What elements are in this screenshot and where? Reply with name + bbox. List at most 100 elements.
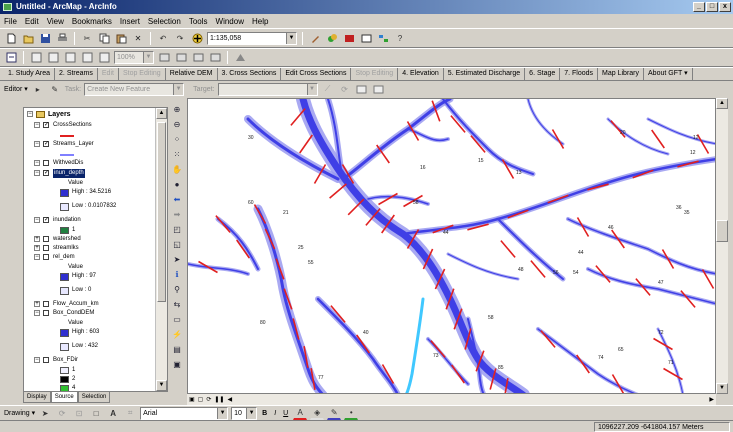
map-scale-combo[interactable]: 1:135,058 ▼ xyxy=(207,31,297,45)
zoom-whole-page-icon[interactable] xyxy=(63,51,77,64)
font-color-icon[interactable]: A xyxy=(293,407,308,420)
paste-icon[interactable] xyxy=(114,32,128,45)
data-driven-pages-icon[interactable] xyxy=(233,51,247,64)
fixed-zoom-in-icon[interactable]: ⁘ xyxy=(173,134,181,144)
underline-button[interactable]: U xyxy=(283,409,289,417)
collapse-icon[interactable]: − xyxy=(34,122,40,128)
zoom-out-page-icon[interactable] xyxy=(46,51,60,64)
zoom-100-icon[interactable] xyxy=(97,51,111,64)
delete-icon[interactable]: ✕ xyxy=(134,33,142,43)
menu-selection[interactable]: Selection xyxy=(147,16,181,26)
data-view-icon[interactable]: ▣ xyxy=(189,397,195,403)
pause-drawing-icon[interactable]: ❚❚ xyxy=(214,397,225,403)
gft-elevation-button[interactable]: 4. Elevation xyxy=(398,68,444,80)
collapse-icon[interactable]: − xyxy=(34,217,40,223)
layer-visibility-checkbox[interactable]: ✓ xyxy=(43,170,50,176)
layer-visibility-checkbox[interactable] xyxy=(43,245,49,251)
fill-color-icon[interactable]: ◈ xyxy=(310,407,325,420)
layer-visibility-checkbox[interactable] xyxy=(43,357,49,363)
menu-help[interactable]: Help xyxy=(251,16,269,26)
toc-scrollbar[interactable]: ▲ ▼ xyxy=(155,108,167,391)
select-elements-icon[interactable]: ➤ xyxy=(173,254,181,264)
font-size-combo[interactable]: 10 ▼ xyxy=(231,406,258,420)
pan-icon[interactable]: ✋ xyxy=(172,164,182,174)
rectangle-icon[interactable]: □ xyxy=(93,408,99,418)
redo-icon[interactable]: ↷ xyxy=(176,33,184,43)
attributes-icon[interactable] xyxy=(355,83,369,96)
expand-icon[interactable]: + xyxy=(34,301,40,307)
measure-icon[interactable]: ▭ xyxy=(173,314,181,324)
gft-about-menu[interactable]: About GFT ▾ xyxy=(644,68,693,80)
forward-extent-icon[interactable]: ➡ xyxy=(173,209,181,219)
clear-selection-icon[interactable]: ◱ xyxy=(173,239,181,249)
layout-extra-icon[interactable] xyxy=(208,51,222,64)
model-builder-icon[interactable] xyxy=(376,32,390,45)
find-icon[interactable]: ⚲ xyxy=(174,284,180,294)
save-icon[interactable] xyxy=(38,32,52,45)
rotate-tool-icon[interactable]: ⟳ xyxy=(341,84,348,94)
toc-layer-label[interactable]: watershed xyxy=(53,236,81,242)
maximize-button[interactable]: □ xyxy=(706,2,718,12)
layer-visibility-checkbox[interactable] xyxy=(43,310,49,316)
select-features-icon[interactable]: ◰ xyxy=(173,224,181,234)
map-display[interactable]: 30 21 60 25 16 15 12 13 20 54 48 56 44 36 44 47 46 35 77 55… xyxy=(187,98,716,394)
map-vertical-scrollbar[interactable]: ▲ ▼ xyxy=(716,98,728,394)
split-tool-icon[interactable]: ⟋ xyxy=(324,84,331,93)
whats-this-help-icon[interactable]: ? xyxy=(397,33,403,43)
print-icon[interactable] xyxy=(55,32,69,45)
gft-edit-button[interactable]: Edit xyxy=(98,68,119,80)
toc-scroll-thumb[interactable] xyxy=(157,122,166,302)
scroll-down-icon[interactable]: ▼ xyxy=(716,383,728,394)
minimize-button[interactable]: _ xyxy=(693,2,705,12)
gft-stage-button[interactable]: 6. Stage xyxy=(525,68,561,80)
toc-layer-label[interactable]: Box_CondDEM xyxy=(53,310,95,316)
menu-tools[interactable]: Tools xyxy=(188,16,208,26)
go-to-xy-icon[interactable]: ⇆ xyxy=(173,299,181,309)
add-data-icon[interactable] xyxy=(190,32,204,45)
focus-frame-icon[interactable] xyxy=(174,51,188,64)
toc-layer-label[interactable]: inundation xyxy=(53,217,81,223)
gft-cross-sections-button[interactable]: 3. Cross Sections xyxy=(218,68,282,80)
bold-button[interactable]: B xyxy=(262,409,268,417)
layer-visibility-checkbox[interactable] xyxy=(43,236,49,242)
rotate-icon[interactable]: ⟳ xyxy=(58,408,66,418)
collapse-icon[interactable]: − xyxy=(27,111,33,117)
undo-icon[interactable]: ↶ xyxy=(159,33,167,43)
arccatalog-icon[interactable] xyxy=(342,32,356,45)
toc-layer-label[interactable]: Flow_Accum_km xyxy=(53,301,99,307)
gft-relative-dem-button[interactable]: Relative DEM xyxy=(166,68,218,80)
menu-bookmarks[interactable]: Bookmarks xyxy=(71,16,112,26)
collapse-icon[interactable]: − xyxy=(34,170,40,176)
time-slider-icon[interactable]: ▣ xyxy=(173,359,181,369)
menu-edit[interactable]: Edit xyxy=(24,16,39,26)
map-scroll-thumb[interactable] xyxy=(716,220,728,242)
tab-display[interactable]: Display xyxy=(23,392,51,403)
new-text-icon[interactable]: A xyxy=(110,408,117,418)
gft-study-area-button[interactable]: 1. Study Area xyxy=(4,68,56,80)
scroll-up-icon[interactable]: ▲ xyxy=(156,108,167,119)
layout-view-icon[interactable]: ▢ xyxy=(197,397,204,403)
toggle-draft-icon[interactable] xyxy=(157,51,171,64)
collapse-icon[interactable]: − xyxy=(34,160,40,166)
layout-zoom-combo[interactable]: 100% ▼ xyxy=(114,51,154,64)
sketch-tool-icon[interactable]: ✎ xyxy=(51,84,59,94)
change-layout-icon[interactable] xyxy=(191,51,205,64)
zoom-to-selected-icon[interactable]: ⊡ xyxy=(75,408,83,418)
line-color-icon[interactable]: ✎ xyxy=(327,407,342,420)
collapse-icon[interactable]: − xyxy=(34,357,40,363)
collapse-icon[interactable]: − xyxy=(34,310,40,316)
toc-layer-label[interactable]: inun_depth xyxy=(53,169,85,178)
zoom-in-page-icon[interactable] xyxy=(29,51,43,64)
menu-file[interactable]: File xyxy=(4,16,17,26)
full-extent-icon[interactable]: ● xyxy=(174,179,180,189)
toc-layer-label[interactable]: rel_dem xyxy=(53,254,75,260)
hyperlink-icon[interactable]: ⚡ xyxy=(172,329,182,339)
open-folder-icon[interactable] xyxy=(21,32,35,45)
toc-layer-label[interactable]: CrossSections xyxy=(53,122,92,128)
fixed-zoom-icon[interactable] xyxy=(80,51,94,64)
marker-color-icon[interactable]: • xyxy=(344,407,359,420)
task-combo[interactable]: Create New Feature ▼ xyxy=(84,82,185,96)
toc-layer-label[interactable]: WithvedDis xyxy=(53,160,84,166)
layer-visibility-checkbox[interactable] xyxy=(43,254,49,260)
arctoolbox-icon[interactable] xyxy=(325,32,339,45)
